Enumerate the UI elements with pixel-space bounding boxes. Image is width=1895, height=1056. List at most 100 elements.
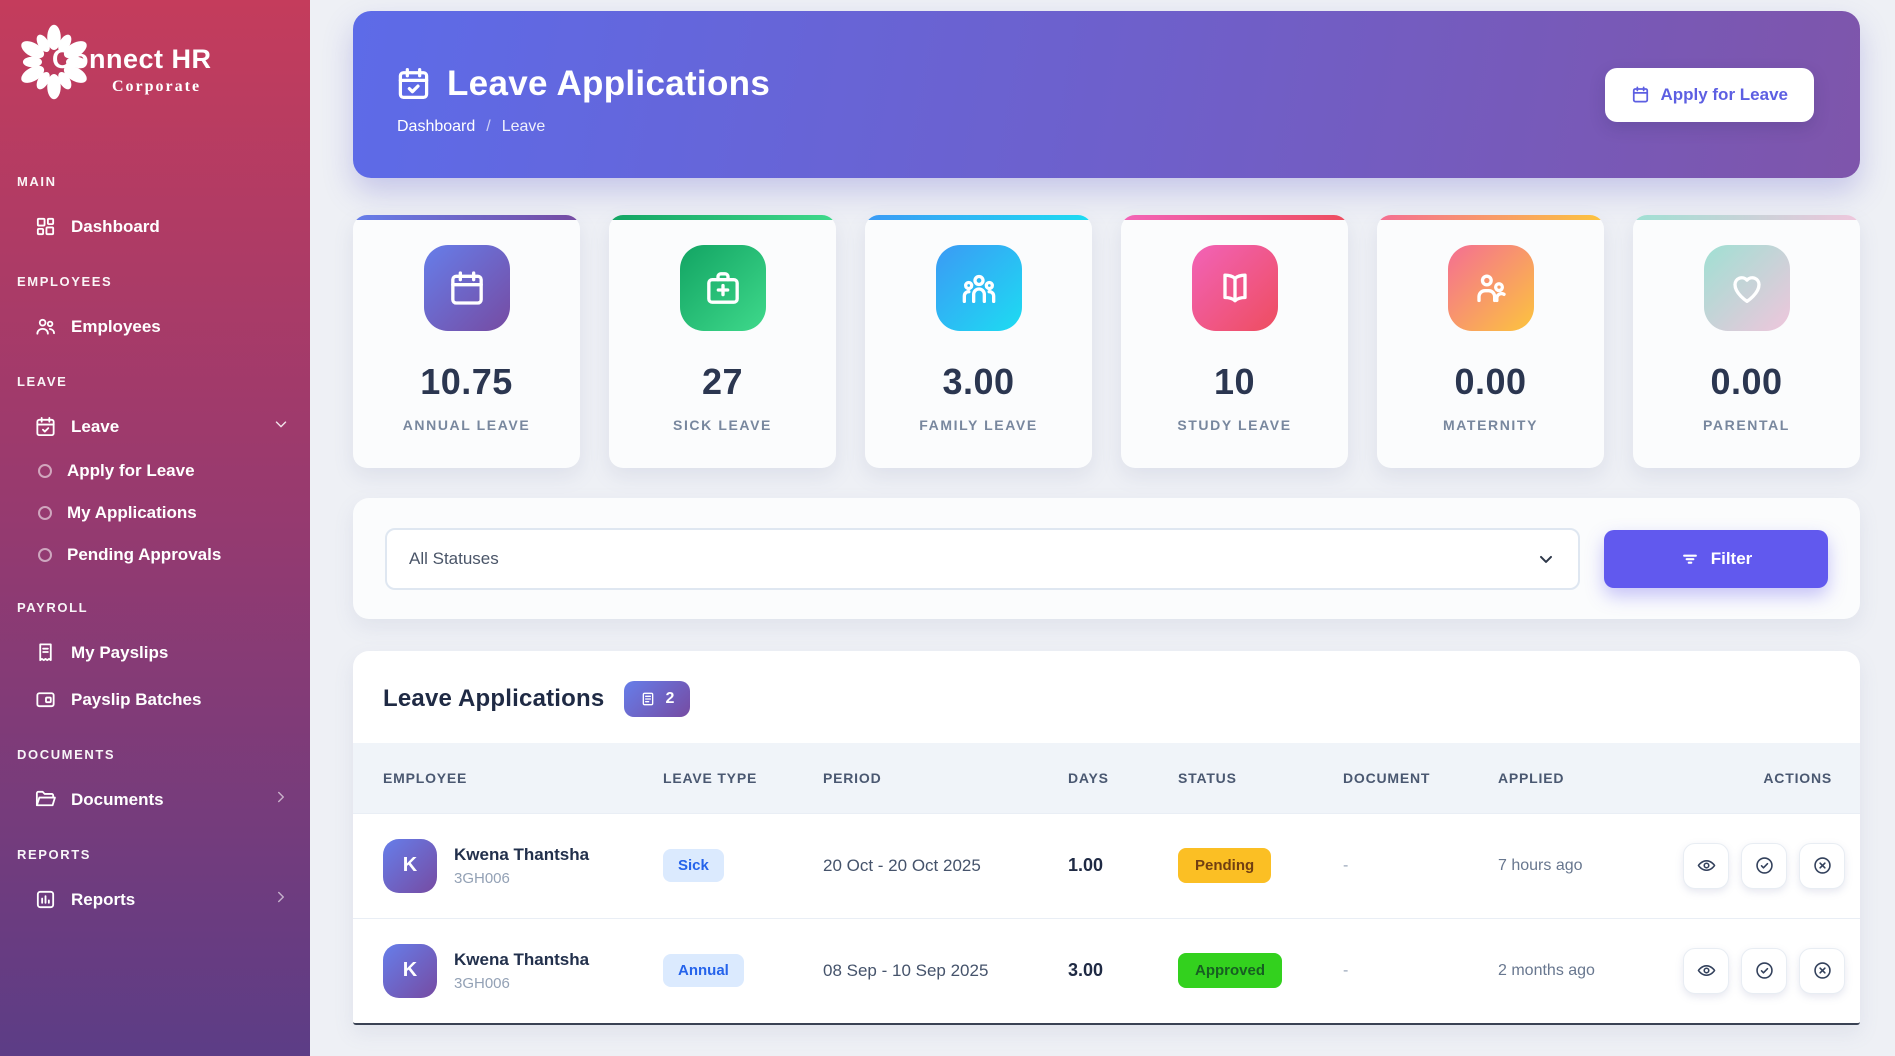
table-row: K Kwena Thantsha 3GH006 Sick 20 Oct - 20… — [353, 812, 1860, 918]
medical-kit-icon — [679, 245, 766, 331]
sidebar-item-leave[interactable]: Leave — [0, 403, 310, 450]
breadcrumb-dashboard-link[interactable]: Dashboard — [397, 117, 476, 135]
leave-period: 20 Oct - 20 Oct 2025 — [813, 812, 1058, 918]
eye-icon — [1697, 859, 1715, 872]
sidebar-item-reports[interactable]: Reports — [0, 876, 310, 923]
stat-card-study-leave: 10 STUDY LEAVE — [1121, 215, 1348, 468]
sidebar-item-apply-for-leave[interactable]: Apply for Leave — [0, 450, 310, 492]
stat-label: MATERNITY — [1442, 417, 1539, 433]
app-logo: Connect HR Corporate — [0, 0, 310, 140]
heart-icon — [1703, 245, 1790, 331]
radio-circle-icon — [38, 548, 52, 562]
nav-item-label: Leave — [71, 416, 120, 436]
employee-code: 3GH006 — [454, 974, 510, 992]
breadcrumb-separator: / — [486, 117, 491, 135]
stat-value: 10.75 — [420, 361, 513, 402]
nav-subitem-label: Pending Approvals — [67, 545, 222, 564]
family-icon — [935, 245, 1022, 331]
stat-value: 0.00 — [1454, 361, 1527, 402]
calendar-check-icon — [398, 68, 429, 99]
radio-circle-icon — [38, 464, 52, 478]
bar-chart-icon — [36, 890, 55, 909]
sidebar-nav: MAIN Dashboard EMPLOYEES Employees LEAVE — [0, 140, 310, 933]
nav-subitem-label: Apply for Leave — [67, 461, 195, 480]
apply-for-leave-button[interactable]: Apply for Leave — [1605, 67, 1814, 122]
table-header-row: EMPLOYEE LEAVE TYPE PERIOD DAYS STATUS D… — [353, 743, 1860, 813]
radio-circle-icon — [38, 506, 52, 520]
approve-button[interactable] — [1741, 947, 1787, 994]
sidebar-item-payslip-batches[interactable]: Payslip Batches — [0, 676, 310, 723]
status-select[interactable]: All Statuses — [385, 527, 1580, 590]
employee-name: Kwena Thantsha — [454, 949, 590, 969]
card-accent-strip — [865, 215, 1092, 220]
card-accent-strip — [1377, 215, 1604, 220]
stat-label: STUDY LEAVE — [1177, 417, 1292, 433]
sidebar-item-my-payslips[interactable]: My Payslips — [0, 629, 310, 676]
stat-card-family-leave: 3.00 FAMILY LEAVE — [865, 215, 1092, 468]
employee-name: Kwena Thantsha — [454, 844, 590, 864]
applied-time: 7 hours ago — [1488, 812, 1673, 918]
leave-period: 08 Sep - 10 Sep 2025 — [813, 917, 1058, 1023]
column-status: STATUS — [1168, 743, 1333, 813]
stat-value: 3.00 — [942, 361, 1015, 402]
nav-heading-payroll: PAYROLL — [17, 600, 89, 615]
card-accent-strip — [1121, 215, 1348, 220]
table-row: K Kwena Thantsha 3GH006 Annual 08 Sep - … — [353, 917, 1860, 1023]
brand-tagline: Corporate — [112, 78, 202, 95]
eye-icon — [1697, 965, 1715, 977]
main-content: Leave Applications Dashboard / Leave App… — [310, 0, 1895, 1056]
column-actions: ACTIONS — [1673, 743, 1860, 813]
leave-applications-card: Leave Applications 2 EMPLOYEE LEAVE TYPE… — [353, 651, 1860, 1025]
nav-heading-employees: EMPLOYEES — [17, 274, 113, 289]
nav-heading-reports: REPORTS — [17, 847, 92, 862]
view-button[interactable] — [1683, 842, 1729, 889]
filter-button-label: Filter — [1710, 548, 1753, 568]
column-document: DOCUMENT — [1333, 743, 1488, 813]
chevron-right-icon — [272, 788, 290, 811]
status-badge: Pending — [1178, 848, 1272, 883]
column-days: DAYS — [1058, 743, 1168, 813]
stat-card-sick-leave: 27 SICK LEAVE — [609, 215, 836, 468]
leave-balance-cards: 10.75 ANNUAL LEAVE 27 SICK LEAVE 3.00 FA… — [353, 215, 1860, 468]
column-period: PERIOD — [813, 743, 1058, 813]
sidebar-item-documents[interactable]: Documents — [0, 776, 310, 823]
leave-applications-table: EMPLOYEE LEAVE TYPE PERIOD DAYS STATUS D… — [353, 743, 1860, 1023]
avatar: K — [383, 838, 437, 893]
chevron-right-icon — [272, 888, 290, 911]
logo-burst-icon — [21, 24, 87, 100]
reject-button[interactable] — [1799, 842, 1845, 889]
nav-item-label: Documents — [71, 789, 164, 809]
breadcrumb-current: Leave — [501, 117, 546, 135]
sidebar-item-pending-approvals[interactable]: Pending Approvals — [0, 534, 310, 576]
reject-button[interactable] — [1799, 947, 1845, 994]
nav-item-label: My Payslips — [71, 642, 169, 662]
status-badge: Approved — [1178, 953, 1283, 989]
applied-time: 2 months ago — [1488, 917, 1673, 1023]
leave-type-badge: Sick — [663, 849, 724, 882]
nav-heading-leave: LEAVE — [17, 374, 68, 389]
chevron-down-icon — [1540, 555, 1552, 563]
document-cell: - — [1333, 917, 1488, 1023]
receipt-icon — [39, 643, 52, 662]
card-accent-strip — [353, 215, 580, 220]
nav-item-label: Payslip Batches — [71, 689, 202, 709]
sidebar-item-my-applications[interactable]: My Applications — [0, 492, 310, 534]
sidebar-item-dashboard[interactable]: Dashboard — [0, 203, 310, 250]
filter-icon — [1682, 554, 1697, 564]
sidebar-item-employees[interactable]: Employees — [0, 303, 310, 350]
column-leave-type: LEAVE TYPE — [653, 743, 813, 813]
stat-label: SICK LEAVE — [673, 417, 772, 433]
brand-name: Connect HR — [52, 44, 212, 74]
leave-type-badge: Annual — [663, 954, 744, 988]
leave-days: 3.00 — [1058, 917, 1168, 1023]
card-accent-strip — [609, 215, 836, 220]
x-circle-icon — [1813, 962, 1831, 979]
view-button[interactable] — [1683, 947, 1729, 994]
approve-button[interactable] — [1741, 842, 1787, 889]
stat-value: 10 — [1213, 361, 1256, 402]
table-title: Leave Applications — [383, 685, 605, 712]
filter-bar: All Statuses Filter — [353, 498, 1860, 619]
chevron-down-icon — [272, 415, 290, 438]
nav-heading-documents: DOCUMENTS — [17, 747, 116, 762]
filter-button[interactable]: Filter — [1604, 529, 1828, 588]
